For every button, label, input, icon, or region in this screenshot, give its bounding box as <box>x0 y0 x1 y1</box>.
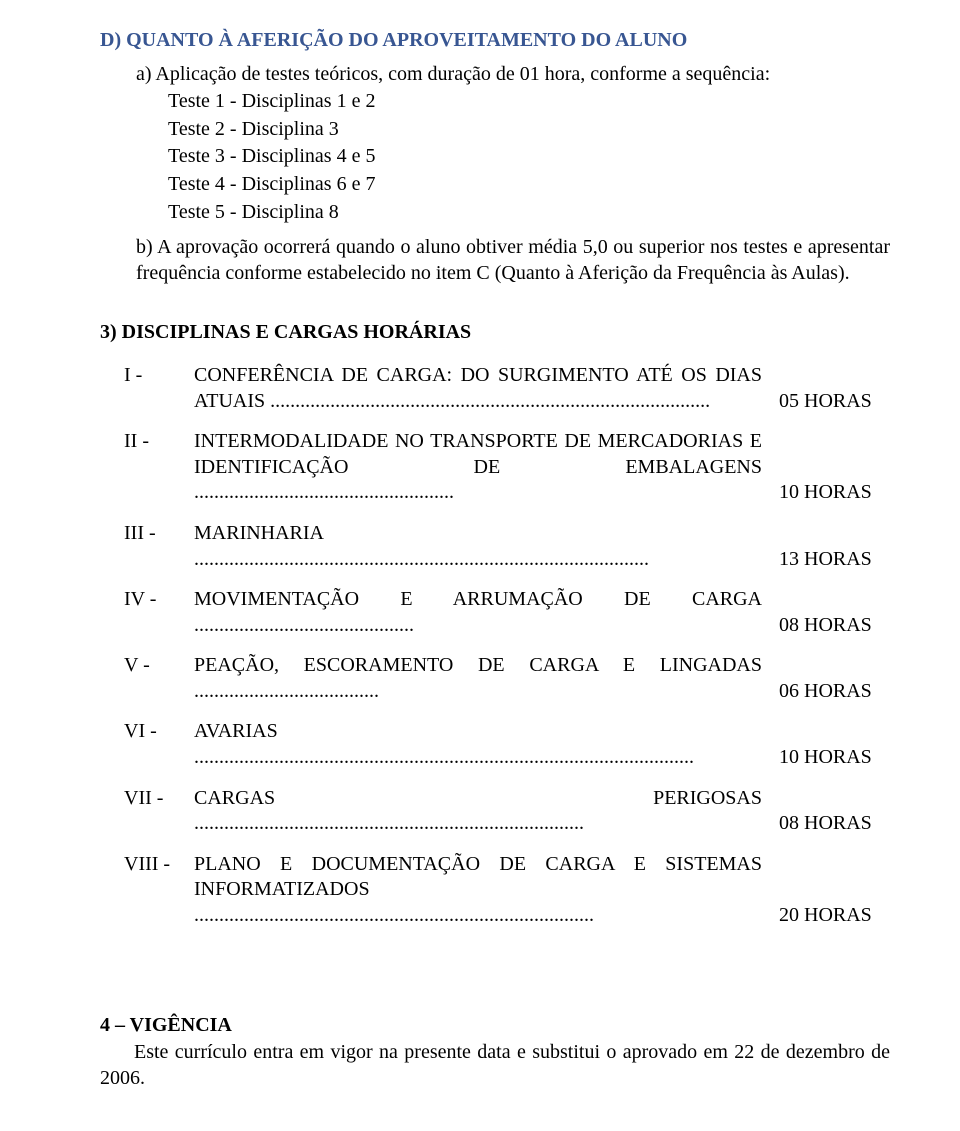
hours-cell: 06 HORAS <box>778 652 890 718</box>
hours-cell: 10 HORAS <box>778 718 890 784</box>
section-d-sub-b: b) A aprovação ocorrerá quando o aluno o… <box>136 235 890 286</box>
vigencia-body: Este currículo entra em vigor na present… <box>100 1040 890 1091</box>
table-row: V - PEAÇÃO, ESCORAMENTO DE CARGA E LINGA… <box>100 652 890 718</box>
roman-numeral: II - <box>100 428 193 520</box>
table-row: II - INTERMODALIDADE NO TRANSPORTE DE ME… <box>100 428 890 520</box>
table-row: IV - MOVIMENTAÇÃO E ARRUMAÇÃO DE CARGA .… <box>100 586 890 652</box>
roman-numeral: III - <box>100 520 193 586</box>
table-row: VIII - PLANO E DOCUMENTAÇÃO DE CARGA E S… <box>100 851 890 943</box>
roman-numeral: VIII - <box>100 851 193 943</box>
teste-item: Teste 4 - Disciplinas 6 e 7 <box>168 172 890 198</box>
section-d-sub-a: a) Aplicação de testes teóricos, com dur… <box>136 62 890 88</box>
section3-title: 3) DISCIPLINAS E CARGAS HORÁRIAS <box>100 320 890 346</box>
disciplina-text: MOVIMENTAÇÃO E ARRUMAÇÃO DE CARGA ......… <box>193 586 778 652</box>
vigencia-text: Este currículo entra em vigor na present… <box>100 1041 890 1089</box>
roman-numeral: VI - <box>100 718 193 784</box>
disciplina-text: INTERMODALIDADE NO TRANSPORTE DE MERCADO… <box>193 428 778 520</box>
hours-cell: 20 HORAS <box>778 851 890 943</box>
roman-numeral: I - <box>100 362 193 428</box>
hours-cell: 05 HORAS <box>778 362 890 428</box>
table-row: III - MARINHARIA .......................… <box>100 520 890 586</box>
teste-list: Teste 1 - Disciplinas 1 e 2 Teste 2 - Di… <box>168 89 890 225</box>
table-row: VII - CARGAS PERIGOSAS .................… <box>100 785 890 851</box>
hours-cell: 08 HORAS <box>778 785 890 851</box>
teste-item: Teste 1 - Disciplinas 1 e 2 <box>168 89 890 115</box>
vigencia-title: 4 – VIGÊNCIA <box>100 1013 890 1039</box>
hours-cell: 13 HORAS <box>778 520 890 586</box>
disciplina-text: PEAÇÃO, ESCORAMENTO DE CARGA E LINGADAS … <box>193 652 778 718</box>
roman-numeral: IV - <box>100 586 193 652</box>
disciplina-text: CARGAS PERIGOSAS .......................… <box>193 785 778 851</box>
teste-item: Teste 3 - Disciplinas 4 e 5 <box>168 144 890 170</box>
hours-cell: 10 HORAS <box>778 428 890 520</box>
disciplina-text: PLANO E DOCUMENTAÇÃO DE CARGA E SISTEMAS… <box>193 851 778 943</box>
disciplina-text: MARINHARIA .............................… <box>193 520 778 586</box>
disciplina-text: CONFERÊNCIA DE CARGA: DO SURGIMENTO ATÉ … <box>193 362 778 428</box>
teste-item: Teste 5 - Disciplina 8 <box>168 200 890 226</box>
roman-numeral: V - <box>100 652 193 718</box>
disciplinas-table: I - CONFERÊNCIA DE CARGA: DO SURGIMENTO … <box>100 362 890 943</box>
teste-item: Teste 2 - Disciplina 3 <box>168 117 890 143</box>
roman-numeral: VII - <box>100 785 193 851</box>
disciplina-text: AVARIAS ................................… <box>193 718 778 784</box>
table-row: VI - AVARIAS ...........................… <box>100 718 890 784</box>
table-row: I - CONFERÊNCIA DE CARGA: DO SURGIMENTO … <box>100 362 890 428</box>
hours-cell: 08 HORAS <box>778 586 890 652</box>
section-d-title: D) QUANTO À AFERIÇÃO DO APROVEITAMENTO D… <box>100 28 890 54</box>
